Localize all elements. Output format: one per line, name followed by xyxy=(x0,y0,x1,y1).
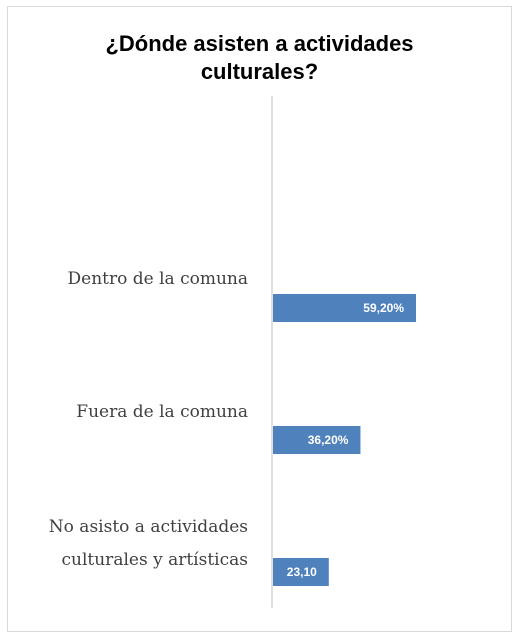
chart-title: ¿Dónde asisten a actividades culturales? xyxy=(105,31,414,84)
bar-2 xyxy=(273,558,329,586)
category-label-0: Dentro de la comuna xyxy=(68,269,248,289)
data-label-1: 36,20% xyxy=(308,433,349,447)
bar-1 xyxy=(273,426,361,454)
category-label-2-line-0: No asisto a actividades xyxy=(49,517,248,537)
chart-frame xyxy=(7,6,512,632)
category-label-2-line-1: culturales y artísticas xyxy=(62,550,249,570)
category-label-1: Fuera de la comuna xyxy=(76,402,248,422)
data-label-2: 23,10 xyxy=(287,565,317,579)
bar-0 xyxy=(273,294,416,322)
data-label-0: 59,20% xyxy=(363,301,404,315)
